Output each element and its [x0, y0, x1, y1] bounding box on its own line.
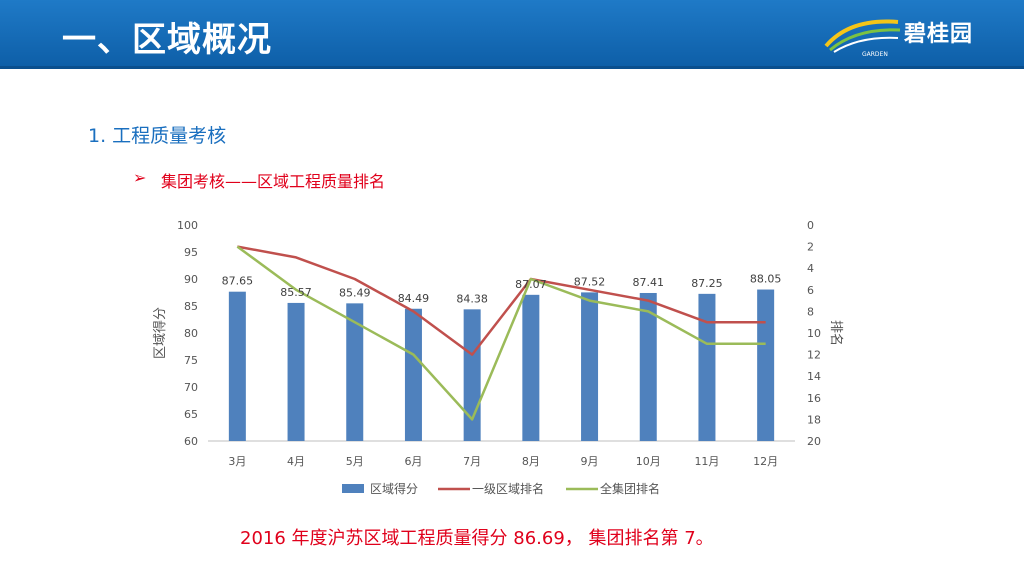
y-left-tick-label: 85 — [184, 300, 198, 313]
y-left-tick-label: 95 — [184, 246, 198, 259]
y-right-tick-label: 4 — [807, 262, 814, 275]
subsection-title: 集团考核——区域工程质量排名 — [161, 172, 386, 191]
y-right-tick-label: 20 — [807, 435, 821, 448]
score-bar — [228, 291, 246, 441]
y-left-tick-label: 65 — [184, 408, 198, 421]
y-left-tick-label: 60 — [184, 435, 198, 448]
x-tick-label: 5月 — [346, 455, 364, 468]
section-title: 1. 工程质量考核 — [88, 125, 227, 147]
score-bar — [522, 294, 540, 441]
score-bar — [463, 309, 481, 441]
score-data-label: 87.07 — [515, 278, 547, 291]
ranking-chart: 60 65 70 75 80 85 90 95 100 0 2 4 6 8 10 12 14 16 18 20 3月 4月… — [152, 219, 844, 496]
score-bar — [581, 292, 599, 441]
y-left-tick-label: 70 — [184, 381, 198, 394]
y-left-tick-label: 100 — [177, 219, 198, 232]
y-right-tick-label: 0 — [807, 219, 814, 232]
score-data-label: 87.65 — [222, 275, 254, 288]
x-tick-label: 9月 — [581, 455, 599, 468]
y-right-axis-title: 排名 — [828, 320, 844, 346]
header-bar — [0, 0, 1024, 66]
score-bar — [757, 289, 775, 441]
score-data-label: 88.05 — [750, 273, 782, 286]
score-data-label: 85.49 — [339, 286, 371, 299]
score-data-label: 85.57 — [280, 286, 312, 299]
y-left-tick-label: 75 — [184, 354, 198, 367]
group-rank-line — [236, 245, 766, 421]
y-right-tick-label: 8 — [807, 305, 814, 318]
y-left-axis-title: 区域得分 — [152, 307, 168, 359]
company-logo: GARDEN 碧桂园 — [820, 8, 1020, 60]
y-right-tick-label: 6 — [807, 284, 814, 297]
y-right-tick-label: 14 — [807, 370, 821, 383]
x-tick-label: 6月 — [404, 455, 422, 468]
legend-label: 区域得分 — [370, 481, 418, 496]
y-left-tick-label: 90 — [184, 273, 198, 286]
summary-note: 2016 年度沪苏区域工程质量得分 86.69， 集团排名第 7。 — [240, 528, 714, 549]
y-left-tick-label: 80 — [184, 327, 198, 340]
score-bar — [346, 303, 364, 441]
x-tick-label: 10月 — [636, 455, 661, 468]
x-tick-label: 11月 — [694, 455, 719, 468]
x-tick-label: 8月 — [522, 455, 540, 468]
score-data-label: 84.49 — [398, 292, 430, 305]
score-bar — [404, 308, 422, 441]
score-data-label: 87.25 — [691, 277, 723, 290]
score-bar — [287, 302, 305, 441]
legend-swatch-bar — [342, 484, 364, 493]
score-data-label: 87.41 — [633, 276, 665, 289]
score-bar — [639, 292, 657, 441]
logo-emblem-icon: GARDEN — [824, 19, 901, 58]
x-tick-label: 4月 — [287, 455, 305, 468]
header-divider — [0, 66, 1024, 69]
legend-label: 全集团排名 — [600, 481, 660, 496]
score-bar — [698, 293, 716, 441]
y-right-tick-label: 2 — [807, 241, 814, 254]
arrow-bullet-icon: ➢ — [133, 168, 147, 187]
x-tick-label: 12月 — [753, 455, 778, 468]
y-right-tick-label: 16 — [807, 392, 821, 405]
x-tick-label: 3月 — [228, 455, 246, 468]
y-right-tick-label: 10 — [807, 327, 821, 340]
score-data-label: 87.52 — [574, 275, 606, 288]
score-data-label: 84.38 — [456, 292, 488, 305]
y-right-tick-label: 18 — [807, 413, 821, 426]
x-tick-label: 7月 — [463, 455, 481, 468]
logo-small-text: GARDEN — [862, 51, 888, 58]
subsection-heading: ➢ 集团考核——区域工程质量排名 — [133, 168, 385, 192]
legend-label: 一级区域排名 — [472, 481, 544, 496]
page-title: 一、区域概况 — [62, 20, 272, 60]
logo-text: 碧桂园 — [904, 21, 974, 47]
y-right-tick-label: 12 — [807, 349, 821, 362]
regional-rank-line — [237, 245, 766, 356]
